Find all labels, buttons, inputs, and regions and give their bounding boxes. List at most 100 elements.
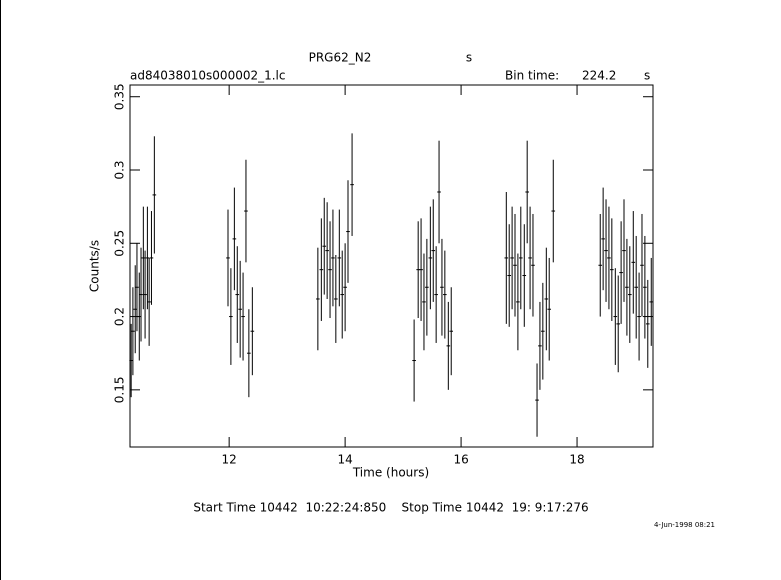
error-point bbox=[538, 301, 542, 390]
error-point bbox=[631, 211, 636, 314]
error-point bbox=[431, 199, 436, 302]
error-point bbox=[428, 206, 433, 310]
error-point bbox=[422, 253, 426, 351]
error-point bbox=[622, 199, 626, 302]
error-point bbox=[628, 246, 632, 343]
error-point bbox=[649, 257, 654, 346]
bin-time: 224.2 bbox=[582, 69, 616, 83]
error-point bbox=[340, 250, 345, 339]
error-point bbox=[137, 272, 142, 361]
error-point bbox=[129, 323, 133, 398]
error-point bbox=[412, 319, 416, 402]
x-tick-label: 18 bbox=[569, 453, 584, 467]
error-point bbox=[229, 268, 233, 365]
error-point bbox=[232, 187, 237, 291]
error-point bbox=[637, 272, 641, 361]
error-point bbox=[149, 211, 154, 305]
error-point bbox=[328, 221, 332, 319]
error-point bbox=[325, 202, 329, 299]
error-point bbox=[634, 235, 638, 339]
error-point bbox=[510, 206, 514, 310]
file-label: ad84038010s000002_1.lc bbox=[130, 69, 286, 83]
error-point bbox=[619, 221, 623, 324]
error-point bbox=[346, 180, 350, 283]
date-stamp: 4-Jun-1998 08:21 bbox=[654, 521, 715, 529]
error-point bbox=[601, 187, 605, 291]
error-point bbox=[551, 159, 556, 263]
error-point bbox=[513, 213, 517, 317]
error-point bbox=[334, 255, 338, 343]
error-point bbox=[598, 213, 603, 317]
error-point bbox=[147, 257, 151, 346]
y-tick-label: 0.25 bbox=[113, 230, 127, 257]
error-point bbox=[604, 199, 608, 302]
error-point bbox=[244, 159, 248, 263]
error-point bbox=[535, 363, 539, 437]
error-point bbox=[449, 287, 454, 376]
error-point bbox=[141, 206, 146, 310]
x-axis-label: Time (hours) bbox=[352, 466, 429, 480]
error-point bbox=[643, 235, 647, 339]
error-point bbox=[440, 238, 444, 336]
error-point bbox=[504, 191, 509, 324]
error-point bbox=[250, 287, 255, 376]
plot-frame bbox=[129, 84, 654, 448]
error-point bbox=[625, 238, 629, 336]
title-unit: s bbox=[466, 51, 472, 65]
y-tick-label: 0.15 bbox=[113, 376, 127, 403]
error-point bbox=[241, 272, 245, 361]
error-point bbox=[226, 209, 230, 307]
error-point bbox=[443, 250, 447, 339]
error-point bbox=[516, 253, 520, 351]
error-point bbox=[531, 213, 535, 317]
error-point bbox=[350, 133, 354, 236]
y-tick-label: 0.3 bbox=[113, 160, 127, 179]
x-tick-label: 16 bbox=[453, 453, 468, 467]
error-point bbox=[518, 206, 523, 310]
error-point bbox=[337, 209, 342, 307]
error-point bbox=[525, 140, 529, 244]
error-point bbox=[152, 136, 157, 254]
error-point bbox=[133, 265, 138, 354]
error-point bbox=[522, 224, 527, 327]
y-axis-label: Counts/s bbox=[88, 240, 102, 292]
error-point bbox=[437, 140, 441, 244]
bin-time-unit: s bbox=[644, 69, 650, 83]
error-point bbox=[145, 206, 150, 310]
error-point bbox=[645, 279, 650, 368]
error-point bbox=[616, 275, 621, 373]
error-point bbox=[135, 243, 139, 332]
error-point bbox=[507, 224, 512, 327]
error-point bbox=[607, 206, 611, 310]
bin-time-label: Bin time: bbox=[505, 69, 559, 83]
error-point bbox=[434, 246, 438, 343]
error-point bbox=[419, 218, 423, 321]
error-point bbox=[425, 238, 429, 336]
y-tick-label: 0.35 bbox=[113, 83, 127, 110]
x-tick-label: 12 bbox=[222, 453, 237, 467]
error-point bbox=[322, 197, 327, 295]
footer: Start Time 10442 10:22:24:850 Stop Time … bbox=[193, 501, 588, 515]
error-point bbox=[139, 247, 143, 342]
y-tick-label: 0.2 bbox=[113, 307, 127, 326]
error-point bbox=[640, 213, 644, 317]
error-point bbox=[247, 309, 251, 398]
error-point bbox=[131, 287, 135, 376]
error-point bbox=[446, 301, 451, 390]
error-point bbox=[238, 260, 242, 358]
error-point bbox=[613, 268, 618, 365]
error-point bbox=[610, 218, 614, 321]
error-point bbox=[319, 218, 324, 321]
error-point bbox=[541, 282, 545, 380]
error-point bbox=[331, 209, 335, 307]
x-tick-label: 14 bbox=[337, 453, 352, 467]
error-point bbox=[544, 247, 549, 351]
error-point bbox=[547, 257, 552, 361]
error-point bbox=[235, 246, 240, 343]
error-point bbox=[316, 247, 320, 351]
error-point bbox=[528, 206, 532, 310]
chart-title: PRG62_N2 bbox=[309, 51, 372, 65]
error-point bbox=[143, 250, 147, 339]
error-point bbox=[343, 243, 347, 332]
